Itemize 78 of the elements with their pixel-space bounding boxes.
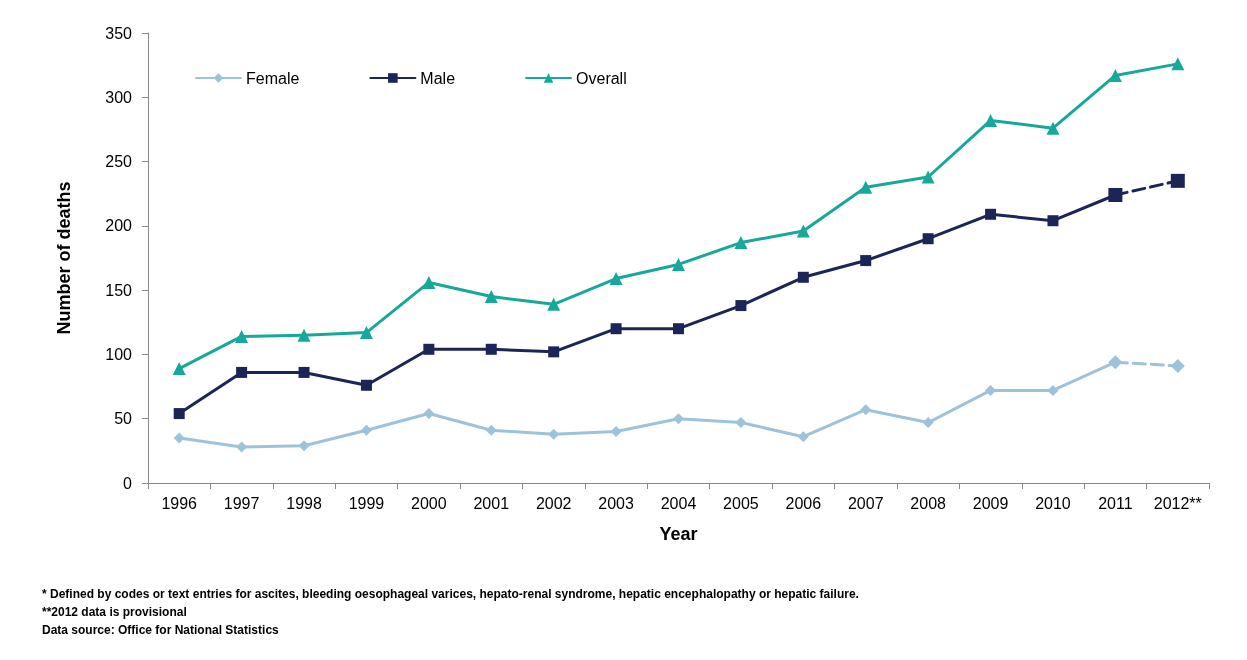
y-tick-label: 350 bbox=[105, 24, 133, 42]
point bbox=[610, 426, 622, 438]
y-tick-label: 50 bbox=[114, 410, 133, 428]
x-tick-label: 1997 bbox=[223, 494, 260, 512]
point bbox=[236, 366, 248, 378]
point bbox=[485, 343, 497, 355]
x-tick-label: 1999 bbox=[348, 494, 385, 512]
point bbox=[797, 271, 809, 283]
point bbox=[423, 408, 435, 420]
x-tick-label: 1996 bbox=[161, 494, 198, 512]
point bbox=[921, 170, 935, 184]
point bbox=[360, 424, 372, 436]
point bbox=[609, 272, 623, 286]
x-tick-label: 2011 bbox=[1098, 494, 1133, 512]
point bbox=[359, 326, 373, 340]
point bbox=[672, 257, 685, 271]
legend-label: Overall bbox=[576, 69, 627, 87]
source-note: Data source: Office for National Statistics bbox=[42, 622, 280, 639]
point bbox=[548, 346, 560, 358]
point bbox=[797, 431, 809, 443]
y-tick-label: 100 bbox=[105, 345, 133, 363]
point bbox=[1171, 57, 1185, 71]
point bbox=[796, 224, 810, 238]
text: * Defined by codes or text entries for ascites, bleeding oesophageal varices, hepato-renal syndrome, hepatic encephalopathy or hepatic failure. bbox=[42, 586, 859, 603]
legend-label: Female bbox=[246, 69, 300, 87]
y-tick-label: 150 bbox=[105, 281, 133, 299]
point bbox=[422, 275, 436, 289]
point bbox=[1170, 173, 1185, 188]
point bbox=[173, 432, 185, 444]
x-tick-label: 2007 bbox=[847, 494, 884, 512]
point bbox=[735, 300, 747, 312]
point bbox=[484, 290, 498, 304]
point bbox=[922, 417, 934, 429]
x-axis-title: Year bbox=[659, 524, 698, 544]
point bbox=[298, 366, 310, 378]
point bbox=[610, 323, 622, 335]
x-tick-label: 2009 bbox=[972, 494, 1009, 512]
x-tick-label: 2002 bbox=[535, 494, 572, 512]
point bbox=[985, 208, 997, 220]
point bbox=[547, 297, 561, 311]
point bbox=[298, 440, 310, 452]
point bbox=[1108, 68, 1122, 82]
x-tick-label: 1998 bbox=[286, 494, 322, 512]
point bbox=[485, 424, 497, 436]
y-tick-label: 250 bbox=[105, 153, 133, 171]
point bbox=[735, 417, 747, 429]
x-tick-label: 2004 bbox=[660, 494, 697, 512]
point bbox=[235, 329, 249, 343]
point bbox=[984, 113, 998, 127]
x-tick-label: 2008 bbox=[910, 494, 947, 512]
point bbox=[860, 255, 872, 267]
x-tick-label: 2005 bbox=[723, 494, 759, 512]
point bbox=[860, 404, 872, 416]
point bbox=[360, 379, 372, 391]
point bbox=[172, 362, 186, 376]
point bbox=[673, 413, 684, 425]
point bbox=[423, 343, 435, 355]
point bbox=[859, 180, 873, 194]
x-tick-label: 2001 bbox=[473, 494, 510, 512]
point bbox=[297, 328, 311, 342]
y-axis-title: Number of deaths bbox=[54, 181, 74, 335]
x-tick-label: 2010 bbox=[1035, 494, 1071, 512]
legend-label: Male bbox=[420, 69, 456, 87]
point bbox=[922, 233, 934, 245]
y-tick-label: 0 bbox=[123, 474, 133, 492]
y-tick-label: 200 bbox=[105, 217, 133, 235]
x-tick-label: 2000 bbox=[411, 494, 447, 512]
point bbox=[1046, 121, 1060, 135]
x-tick-label: 2006 bbox=[785, 494, 822, 512]
x-tick-label: 2012** bbox=[1153, 494, 1202, 512]
x-tick-label: 2003 bbox=[598, 494, 634, 512]
point bbox=[734, 236, 748, 250]
point bbox=[173, 408, 185, 420]
point bbox=[1170, 359, 1185, 373]
y-tick-label: 300 bbox=[105, 88, 133, 106]
point bbox=[1047, 215, 1059, 227]
point bbox=[673, 323, 684, 335]
text: **2012 data is provisional bbox=[42, 604, 188, 621]
